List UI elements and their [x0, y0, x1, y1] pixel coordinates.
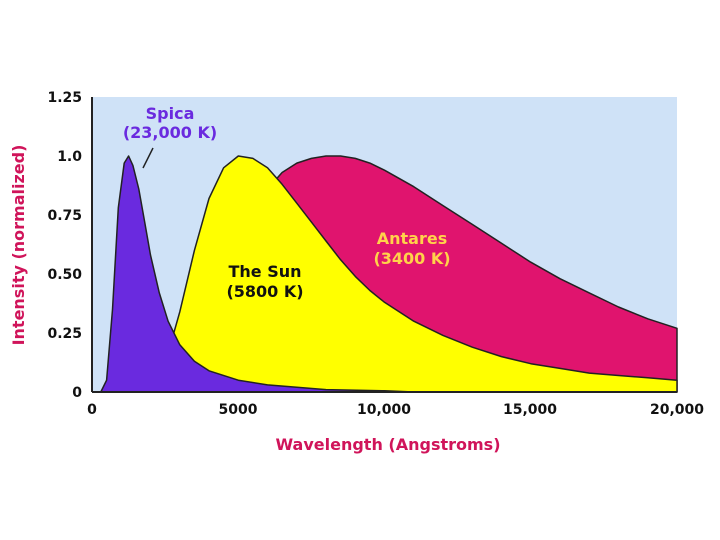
- label-spica: Spica (23,000 K): [123, 104, 217, 142]
- series-layer: [100, 155, 678, 393]
- y-tick-label: 1.25: [47, 90, 82, 106]
- x-tick-label: 0: [87, 402, 97, 418]
- label-sun-temp: (5800 K): [226, 282, 303, 301]
- spica-pointer-line: [142, 147, 154, 169]
- series-area-2: [100, 155, 415, 393]
- label-sun: The Sun (5800 K): [226, 262, 303, 301]
- y-tick-label: 0.50: [47, 267, 82, 283]
- x-tick-label: 15,000: [503, 402, 557, 418]
- y-tick-label: 0.75: [47, 208, 82, 224]
- label-antares-name: Antares: [377, 229, 447, 248]
- y-tick-label: 0: [72, 385, 82, 401]
- label-spica-temp: (23,000 K): [123, 123, 217, 142]
- x-tick-label: 20,000: [650, 402, 704, 418]
- series-area-1: [135, 155, 678, 393]
- x-tick-label: 5000: [219, 402, 258, 418]
- x-axis-title: Wavelength (Angstroms): [275, 435, 500, 454]
- label-spica-name: Spica: [146, 104, 195, 123]
- y-axis-title: Intensity (normalized): [9, 145, 28, 346]
- x-tick-label: 10,000: [357, 402, 411, 418]
- y-tick-label: 1.0: [57, 149, 82, 165]
- y-tick-label: 0.25: [47, 326, 82, 342]
- label-antares-temp: (3400 K): [373, 249, 450, 268]
- label-sun-name: The Sun: [228, 262, 301, 281]
- label-antares: Antares (3400 K): [373, 229, 450, 268]
